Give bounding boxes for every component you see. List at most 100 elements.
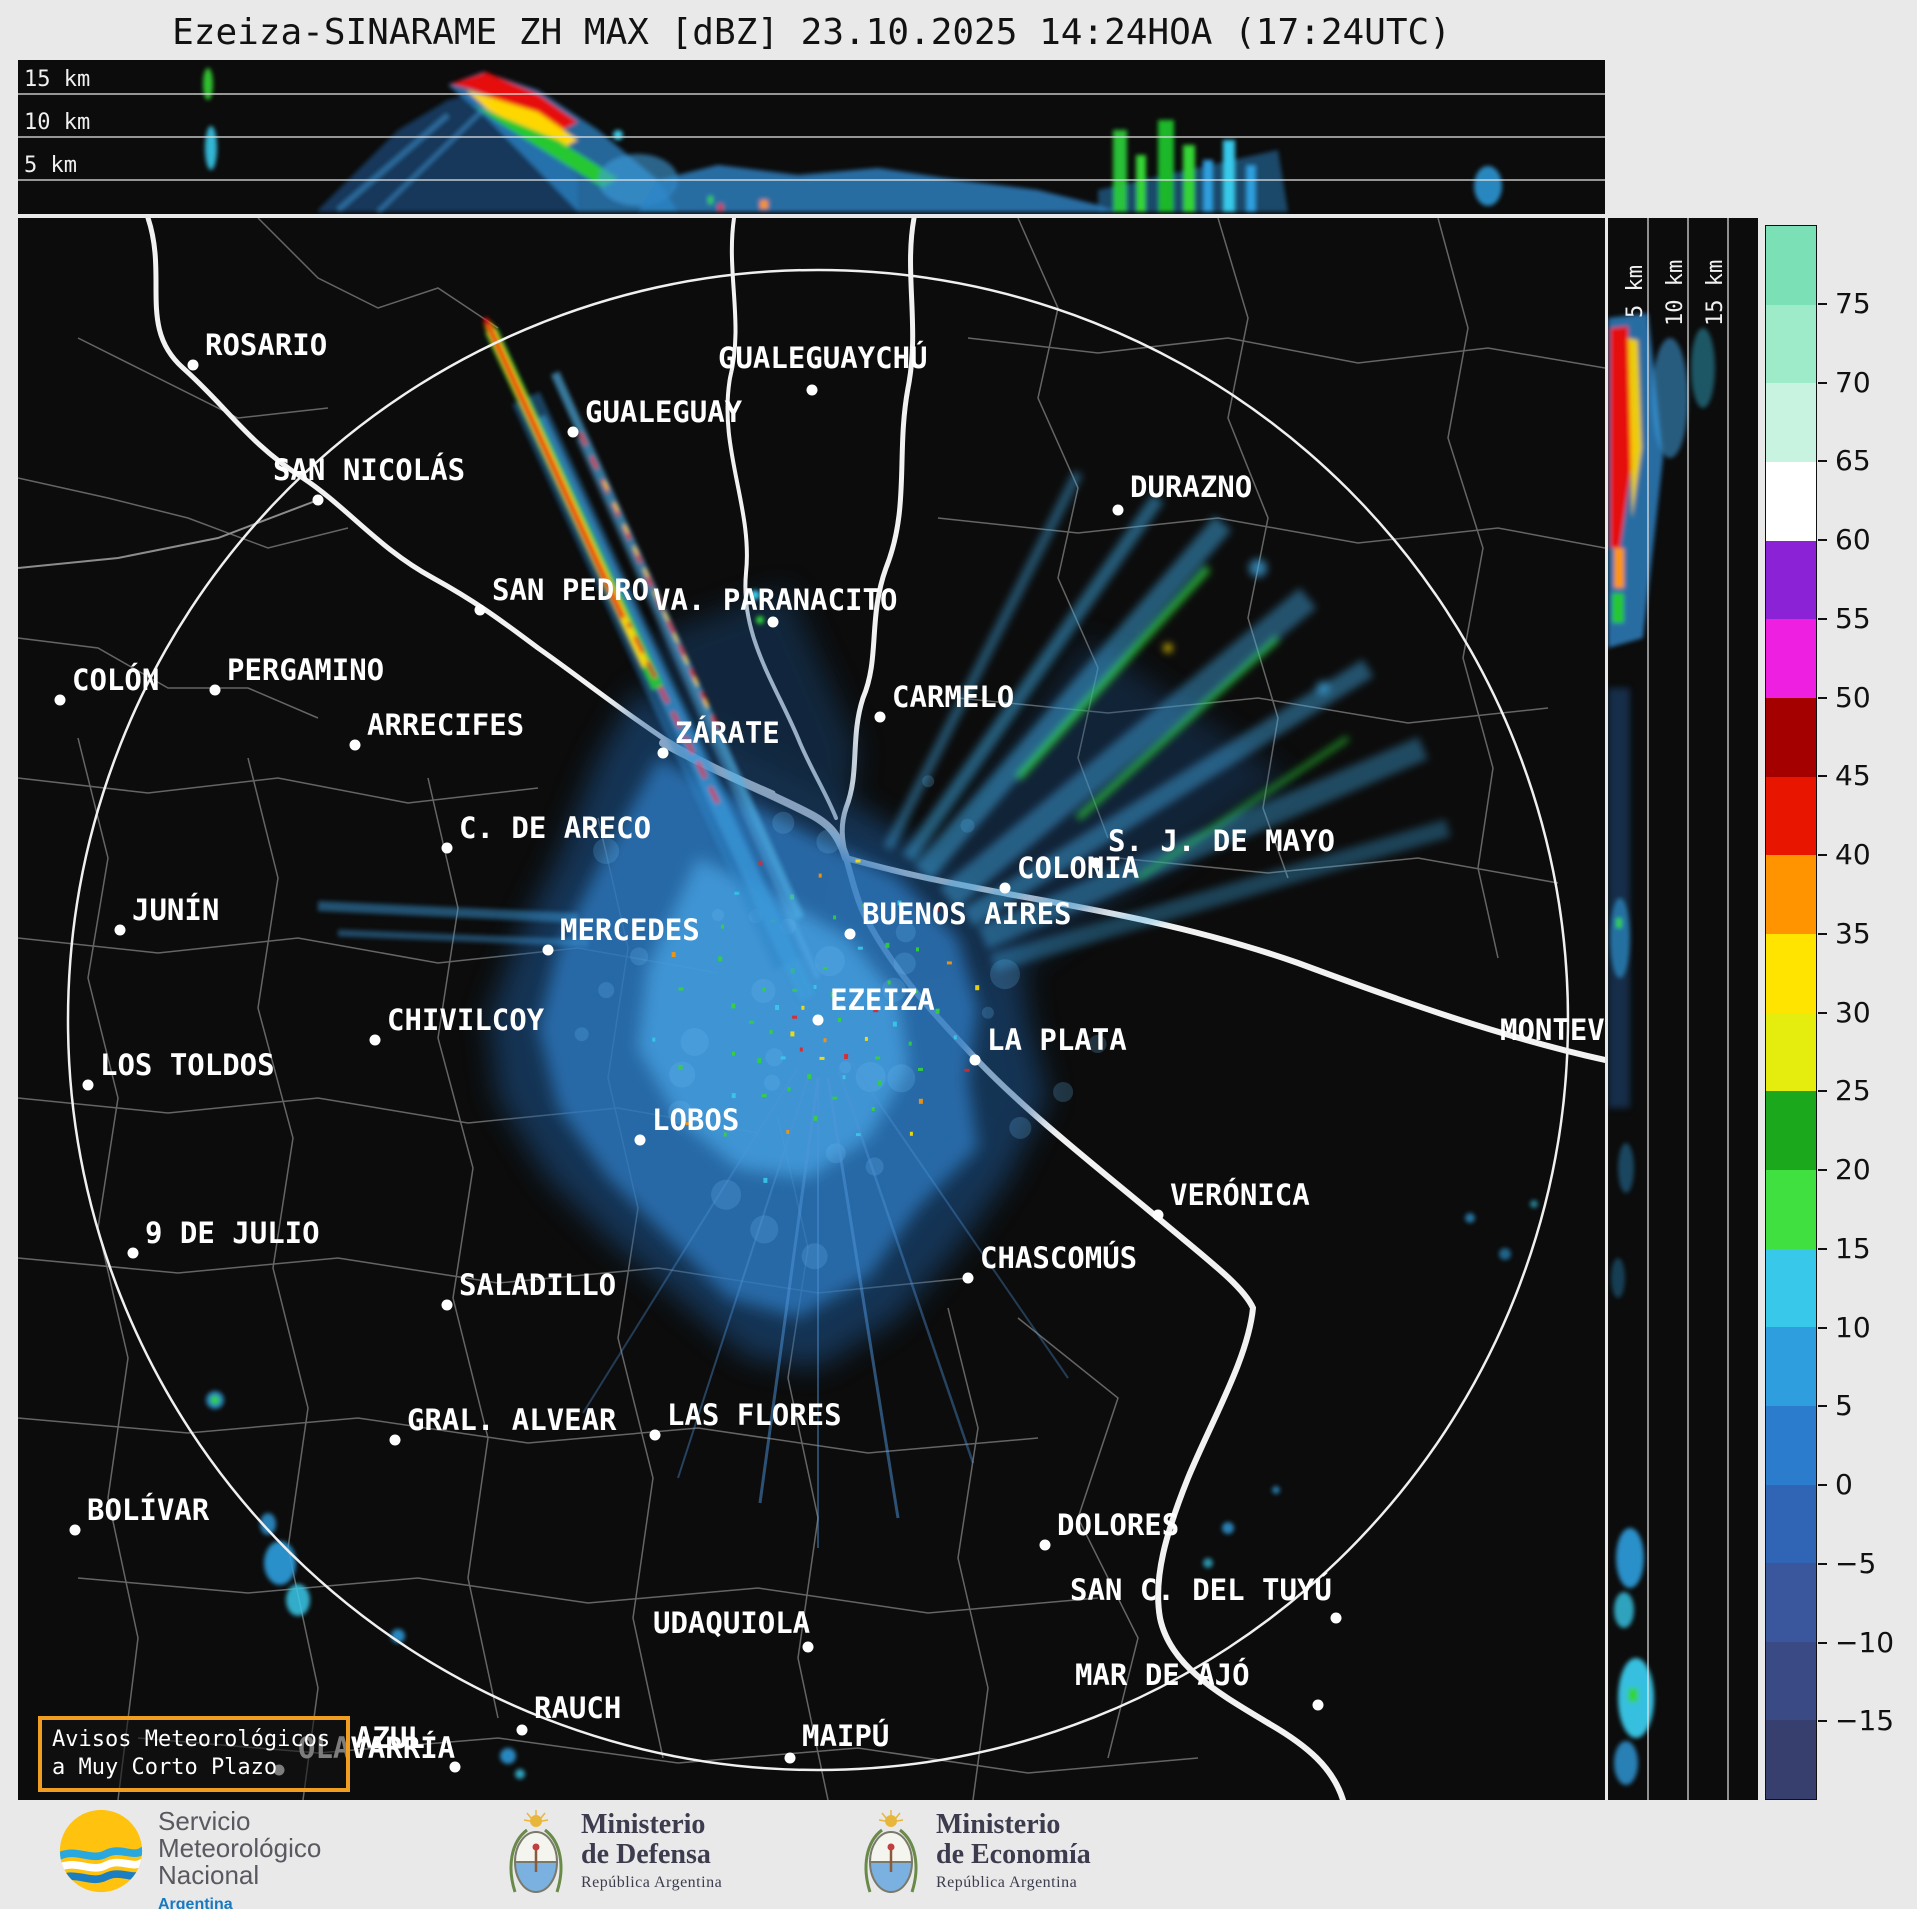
city-dot	[474, 604, 486, 616]
colorbar-tick	[1818, 381, 1827, 384]
ministry-economia-block: Ministerio de Economía República Argenti…	[860, 1810, 1091, 1902]
nw-interference-streak	[317, 316, 821, 1002]
city-dot	[312, 494, 324, 506]
city-label: JUNÍN	[132, 893, 219, 927]
colorbar-segment	[1766, 1563, 1816, 1642]
colorbar-segment	[1766, 933, 1816, 1013]
city-dot	[767, 616, 779, 628]
city-dot	[349, 739, 361, 751]
city-dot	[844, 928, 856, 940]
colorbar-segment	[1766, 226, 1816, 305]
smn-name-line3: Nacional	[158, 1860, 260, 1890]
colorbar-tick-label: 70	[1835, 365, 1871, 399]
colorbar-tick	[1818, 1720, 1827, 1723]
colorbar-tick	[1818, 1090, 1827, 1093]
city-dot	[1152, 1209, 1164, 1221]
colorbar-tick	[1818, 1169, 1827, 1171]
ne-echo-fan	[883, 470, 1451, 972]
city-dot	[516, 1724, 528, 1736]
city-label: ROSARIO	[205, 328, 327, 362]
city-label: CARMELO	[892, 680, 1014, 714]
city-dot	[187, 359, 199, 371]
top-cross-section-svg: 15 km 10 km 5 km	[18, 67, 1605, 214]
colorbar-tick-label: 10	[1835, 1310, 1871, 1344]
ministry-defensa-subtitle: República Argentina	[581, 1874, 723, 1891]
right-cross-section-svg: 5 km 10 km 15 km	[1608, 218, 1729, 1800]
ministry-defensa-block: Ministerio de Defensa República Argentin…	[505, 1810, 722, 1902]
city-label: ZÁRATE	[675, 716, 780, 750]
city-dot	[1039, 1539, 1051, 1551]
city-label: C. DE ARECO	[459, 811, 651, 845]
city-dot	[127, 1247, 139, 1259]
colorbar-segment	[1766, 776, 1816, 856]
top-panel-echoes	[203, 68, 1502, 214]
city-label: GRAL. ALVEAR	[407, 1403, 617, 1437]
colorbar-segment	[1766, 1248, 1816, 1328]
city-dot	[874, 711, 886, 723]
colorbar-tick	[1818, 696, 1827, 699]
right-panel-echoes	[1608, 313, 1715, 1785]
city-label: DOLORES	[1057, 1508, 1179, 1542]
radar-map-svg: ROSARIO GUALEGUAYCHÚ GUALEGUAY SAN NICOLÁS D…	[18, 218, 1605, 1800]
colorbar-tick-label: −10	[1835, 1625, 1895, 1659]
colorbar-tick-label: −5	[1835, 1546, 1877, 1580]
city-label: BOLÍVAR	[87, 1493, 210, 1527]
city-dot	[969, 1054, 981, 1066]
city-dot	[634, 1134, 646, 1146]
city-dot	[567, 426, 579, 438]
city-dot	[209, 684, 221, 696]
smn-logo-icon	[59, 1809, 143, 1893]
city-dot	[1090, 857, 1102, 869]
smn-name-line1: Servicio	[158, 1806, 251, 1836]
colorbar-gradient	[1765, 225, 1817, 1800]
colorbar-segment	[1766, 1641, 1816, 1721]
radar-echoes	[206, 316, 1538, 1779]
colorbar-tick-label: 5	[1835, 1389, 1853, 1423]
city-markers: ROSARIO GUALEGUAYCHÚ GUALEGUAY SAN NICOLÁS D…	[54, 328, 1605, 1776]
colorbar-tick-label: 40	[1835, 838, 1871, 871]
smn-country: Argentina	[158, 1896, 233, 1909]
colorbar-segment	[1766, 383, 1816, 462]
colorbar-tick	[1818, 1484, 1827, 1486]
page-title: Ezeiza-SINARAME ZH MAX [dBZ] 23.10.2025 …	[172, 12, 1451, 53]
city-dot	[1112, 504, 1124, 516]
city-label: ARRECIFES	[367, 708, 524, 742]
colorbar-tick	[1818, 1562, 1827, 1565]
altitude-label-v-10km: 10 km	[1663, 260, 1688, 326]
city-dot	[812, 1014, 824, 1026]
warning-box: Avisos Meteorológicos a Muy Corto Plazo	[38, 1716, 350, 1792]
colorbar-tick-label: 45	[1835, 759, 1871, 793]
city-label: EZEIZA	[830, 983, 935, 1017]
city-label: 9 DE JULIO	[145, 1216, 320, 1250]
city-dot	[54, 694, 66, 706]
city-dot	[441, 842, 453, 854]
ministry-defensa-name-line1: Ministerio	[581, 1809, 706, 1840]
ministry-economia-subtitle: República Argentina	[936, 1874, 1078, 1891]
city-dot	[649, 1429, 661, 1441]
city-label: MERCEDES	[560, 913, 700, 947]
colorbar-tick-label: 20	[1835, 1153, 1871, 1186]
radar-range-ring	[66, 268, 1570, 1772]
smn-logo-block: Servicio Meteorológico Nacional Argentin…	[58, 1808, 321, 1909]
colorbar-segment	[1766, 1405, 1816, 1485]
smn-name-line2: Meteorológico	[158, 1833, 322, 1863]
city-dot	[114, 924, 126, 936]
colorbar-segment	[1766, 697, 1816, 777]
altitude-gridlines-vertical	[1647, 218, 1729, 1800]
city-label: LA PLATA	[987, 1023, 1127, 1057]
colorbar-tick	[1818, 1405, 1827, 1408]
colorbar-tick-label: 25	[1835, 1074, 1871, 1108]
colorbar-tick	[1818, 775, 1827, 778]
city-label: CHASCOMÚS	[980, 1241, 1137, 1275]
colorbar-segment	[1766, 1327, 1816, 1406]
colorbar-tick	[1818, 539, 1827, 541]
colorbar-tick	[1818, 302, 1827, 305]
city-label: MAR DE AJÓ	[1075, 1658, 1250, 1692]
colorbar: 75 70 65 60 55 50 45 40 35 30 25 20 15 10 5 0 −5 −10 −15	[1765, 225, 1915, 1800]
city-dot	[69, 1524, 81, 1536]
city-label: DURAZNO	[1130, 470, 1252, 504]
colorbar-segment	[1766, 1169, 1816, 1249]
city-label: RAUCH	[534, 1691, 621, 1725]
ministry-economia-name-line1: Ministerio	[936, 1809, 1061, 1840]
